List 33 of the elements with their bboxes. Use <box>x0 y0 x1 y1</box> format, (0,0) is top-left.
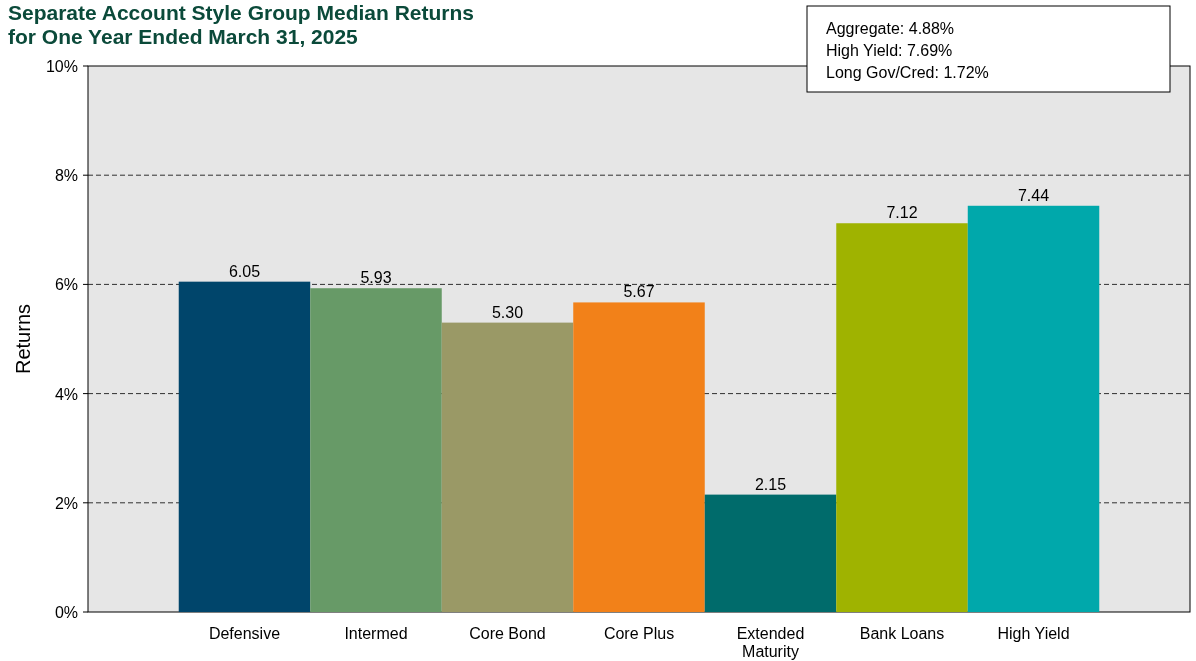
x-tick-label: Defensive <box>208 625 281 642</box>
text: High Yield: 7.69% <box>826 42 953 59</box>
chart-subtitle: for One Year Ended March 31, 2025 <box>8 25 359 48</box>
data-label: 2.15 <box>754 475 787 493</box>
x-tick-label: Intermed <box>344 625 408 642</box>
bar <box>441 322 574 612</box>
y-tick-label: 6% <box>54 276 78 294</box>
bar <box>704 494 837 612</box>
y-tick-label: 10% <box>45 58 78 75</box>
bar <box>178 281 311 612</box>
bar <box>836 223 968 612</box>
bar <box>967 205 1100 612</box>
y-tick-label: 2% <box>54 494 78 512</box>
x-tick-label: Bank Loans <box>859 625 945 642</box>
y-tick-label: 4% <box>54 385 78 403</box>
data-label: 5.93 <box>360 269 392 287</box>
y-tick-label: 8% <box>54 167 78 185</box>
y-axis-title: Returns <box>12 303 34 375</box>
data-label: 7.12 <box>886 204 918 222</box>
x-tick-label: Extended Maturity <box>736 625 805 660</box>
chart-title: Separate Account Style Group Median Returns <box>8 1 474 24</box>
data-label: 5.30 <box>491 303 524 321</box>
annotation: Long Gov/Cred: 1.72% <box>826 64 989 81</box>
x-tick-label: Core Bond <box>469 625 546 642</box>
y-tick-label: 0% <box>54 604 78 621</box>
x-tick-label: Core Plus <box>603 625 675 642</box>
x-tick-label: High Yield <box>997 625 1070 642</box>
text: Aggregate: 4.88% <box>826 20 955 37</box>
data-label: 6.05 <box>228 262 261 280</box>
bar <box>310 288 442 612</box>
bar <box>573 302 705 612</box>
data-label: 5.67 <box>623 283 655 301</box>
data-label: 7.44 <box>1017 186 1050 204</box>
